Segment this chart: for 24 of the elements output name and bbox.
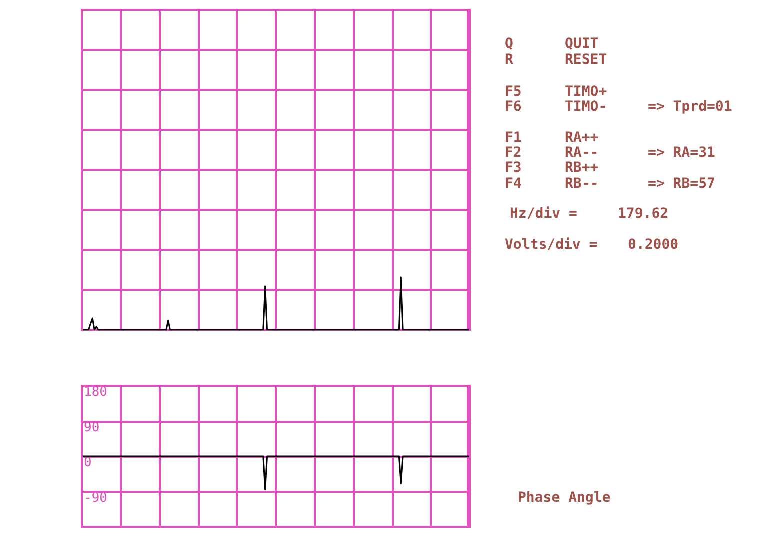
text: F2 [505, 145, 522, 161]
text: RB-- [565, 176, 599, 192]
text: RESET [565, 52, 608, 68]
text: Volts/div = [505, 237, 598, 253]
text: Phase Angle [518, 490, 611, 506]
text: => Tprd=01 [648, 99, 732, 115]
text: => RB=57 [648, 176, 716, 192]
text: 0.2000 [628, 237, 679, 253]
text: F3 [505, 160, 522, 176]
text: RA++ [565, 130, 599, 146]
text: => RA=31 [648, 145, 716, 161]
text: F1 [505, 130, 522, 146]
text: R [505, 52, 514, 68]
text: TIMO+ [565, 84, 608, 100]
text: RA-- [565, 145, 599, 161]
text: RB++ [565, 160, 599, 176]
text: F6 [505, 99, 522, 115]
text: 179.62 [618, 206, 669, 222]
text: TIMO- [565, 99, 608, 115]
text: Hz/div = [510, 206, 578, 222]
text: F5 [505, 84, 522, 100]
text: QUIT [565, 36, 599, 52]
text: F4 [505, 176, 522, 192]
text: Q [505, 36, 514, 52]
